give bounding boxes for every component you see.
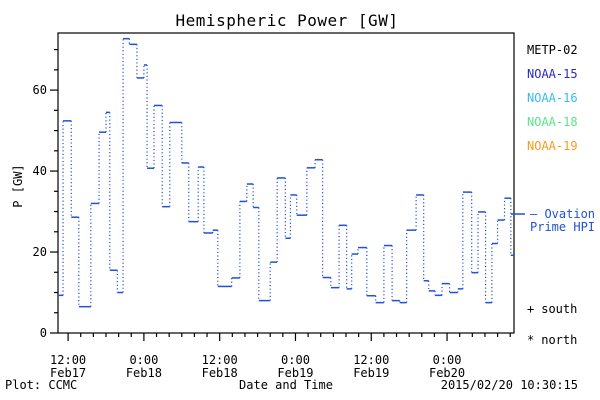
- svg-text:0:00: 0:00: [129, 353, 158, 367]
- north-marker-label: north: [541, 333, 577, 347]
- chart-title: Hemispheric Power [GW]: [176, 11, 399, 30]
- svg-text:Feb19: Feb19: [353, 366, 389, 380]
- legend-item-noaa18: NOAA-18: [527, 115, 578, 129]
- svg-text:20: 20: [33, 245, 47, 259]
- legend-item-noaa16: NOAA-16: [527, 91, 578, 105]
- svg-text:Feb18: Feb18: [126, 366, 162, 380]
- svg-text:0: 0: [40, 326, 47, 340]
- svg-text:12:00: 12:00: [50, 353, 86, 367]
- plot-credit: Plot: CCMC: [5, 378, 77, 392]
- north-marker: * north: [527, 333, 577, 347]
- legend-item-noaa19: NOAA-19: [527, 139, 578, 153]
- svg-text:60: 60: [33, 83, 47, 97]
- legend-item-noaa15: NOAA-15: [527, 67, 578, 81]
- south-marker-label: south: [541, 302, 577, 316]
- plot-layer: 12:00Feb170:00Feb1812:00Feb180:00Feb1912…: [33, 32, 525, 380]
- svg-text:40: 40: [33, 164, 47, 178]
- svg-text:Feb17: Feb17: [50, 366, 86, 380]
- plus-symbol-icon: +: [527, 302, 534, 316]
- ovation-label-line2: Prime HPI: [530, 220, 595, 234]
- svg-text:Feb20: Feb20: [429, 366, 465, 380]
- svg-text:Feb19: Feb19: [277, 366, 313, 380]
- svg-text:Feb18: Feb18: [202, 366, 238, 380]
- x-axis-label: Date and Time: [239, 378, 333, 392]
- y-axis-label: P [GW]: [11, 164, 25, 207]
- timestamp: 2015/02/20 10:30:15: [441, 378, 578, 392]
- south-marker: + south: [527, 302, 577, 316]
- ovation-label-line1: — Ovation: [530, 207, 595, 221]
- svg-text:12:00: 12:00: [353, 353, 389, 367]
- legend-item-metp02: METP-02: [527, 43, 578, 57]
- asterisk-symbol-icon: *: [527, 333, 534, 347]
- svg-text:0:00: 0:00: [281, 353, 310, 367]
- svg-text:0:00: 0:00: [433, 353, 462, 367]
- svg-text:12:00: 12:00: [202, 353, 238, 367]
